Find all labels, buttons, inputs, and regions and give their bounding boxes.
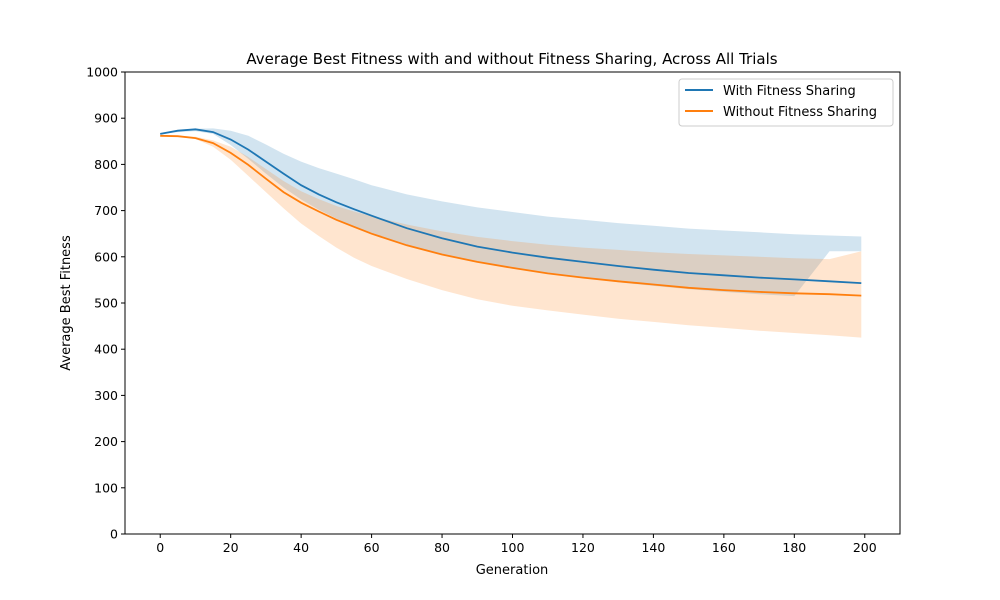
y-tick-label: 0 xyxy=(110,527,118,542)
x-tick-label: 60 xyxy=(364,540,380,555)
y-axis-label: Average Best Fitness xyxy=(59,235,74,371)
x-tick-label: 80 xyxy=(434,540,450,555)
y-tick-label: 300 xyxy=(94,388,118,403)
x-tick-label: 140 xyxy=(641,540,665,555)
x-axis-ticks: 0 20 40 60 80 100 120 140 160 180 200 xyxy=(156,534,877,555)
x-tick-label: 200 xyxy=(853,540,877,555)
y-tick-label: 100 xyxy=(94,480,118,495)
x-tick-label: 160 xyxy=(712,540,736,555)
legend-box xyxy=(678,78,894,127)
y-tick-label: 500 xyxy=(94,296,118,311)
line-with-sharing xyxy=(160,128,862,284)
legend: With Fitness Sharing Without Fitness Sha… xyxy=(678,78,894,127)
x-tick-label: 40 xyxy=(293,540,309,555)
x-tick-label: 0 xyxy=(156,540,164,555)
y-tick-label: 400 xyxy=(94,342,118,357)
x-tick-label: 100 xyxy=(501,540,525,555)
x-tick-label: 180 xyxy=(782,540,806,555)
legend-label-without-sharing: Without Fitness Sharing xyxy=(723,105,877,120)
legend-label-with-sharing: With Fitness Sharing xyxy=(723,84,856,99)
y-tick-label: 700 xyxy=(94,203,118,218)
series-lines xyxy=(160,128,862,297)
band-with-sharing xyxy=(160,128,862,297)
y-tick-label: 200 xyxy=(94,434,118,449)
x-tick-label: 20 xyxy=(223,540,239,555)
y-tick-label: 600 xyxy=(94,249,118,264)
y-axis-ticks: 0 100 200 300 400 500 600 700 800 900 1000 xyxy=(86,65,125,542)
y-tick-label: 1000 xyxy=(86,65,118,80)
x-tick-label: 120 xyxy=(571,540,595,555)
y-tick-label: 800 xyxy=(94,157,118,172)
chart-title: Average Best Fitness with and without Fi… xyxy=(246,50,777,68)
y-tick-label: 900 xyxy=(94,111,118,126)
confidence-bands xyxy=(160,128,862,338)
x-axis-label: Generation xyxy=(476,563,549,578)
line-without-sharing xyxy=(160,134,862,297)
